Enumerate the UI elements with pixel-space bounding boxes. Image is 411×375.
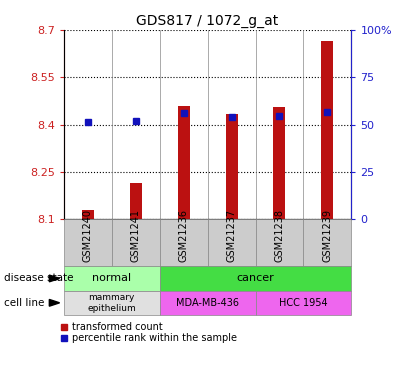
Title: GDS817 / 1072_g_at: GDS817 / 1072_g_at <box>136 13 279 28</box>
Text: GSM21236: GSM21236 <box>179 210 189 262</box>
Bar <box>112 219 159 266</box>
Text: transformed count: transformed count <box>72 322 163 332</box>
Text: MDA-MB-436: MDA-MB-436 <box>176 298 239 308</box>
Text: HCC 1954: HCC 1954 <box>279 298 328 308</box>
Bar <box>82 210 94 219</box>
Bar <box>129 183 142 219</box>
Polygon shape <box>49 275 60 282</box>
Polygon shape <box>49 299 60 306</box>
Bar <box>256 219 303 266</box>
Bar <box>273 107 286 219</box>
Bar <box>208 219 256 266</box>
Bar <box>159 219 208 266</box>
Bar <box>64 291 159 315</box>
Text: GSM21238: GSM21238 <box>275 210 284 262</box>
Text: GSM21239: GSM21239 <box>323 210 332 262</box>
Bar <box>159 266 351 291</box>
Bar <box>159 291 256 315</box>
Bar <box>64 266 159 291</box>
Bar <box>303 219 351 266</box>
Bar <box>226 114 238 219</box>
Bar <box>321 41 333 219</box>
Text: cell line: cell line <box>4 298 44 308</box>
Text: mammary
epithelium: mammary epithelium <box>87 293 136 312</box>
Text: cancer: cancer <box>237 273 275 284</box>
Text: disease state: disease state <box>4 273 74 284</box>
Text: percentile rank within the sample: percentile rank within the sample <box>72 333 237 343</box>
Text: GSM21241: GSM21241 <box>131 210 141 262</box>
Text: GSM21240: GSM21240 <box>83 210 92 262</box>
Bar <box>178 106 189 219</box>
Bar <box>64 219 112 266</box>
Bar <box>256 291 351 315</box>
Text: GSM21237: GSM21237 <box>226 209 236 262</box>
Text: normal: normal <box>92 273 131 284</box>
